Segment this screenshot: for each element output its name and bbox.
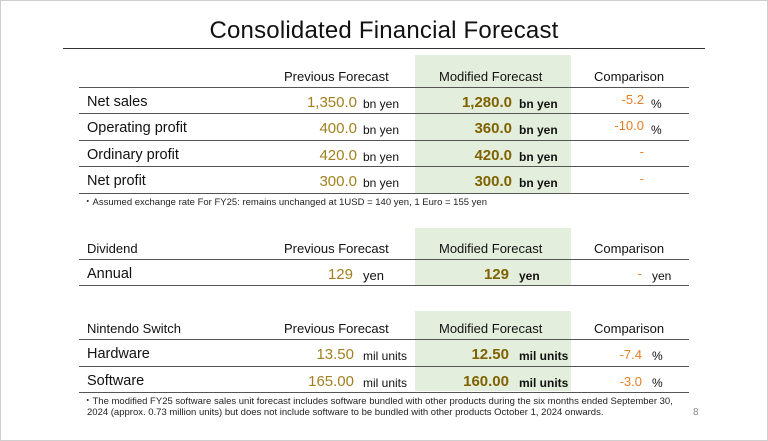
modified-value: 420.0	[474, 147, 512, 164]
modified-unit: bn yen	[519, 123, 558, 137]
row-label-software: Software	[87, 373, 145, 389]
row-label-net-profit: Net profit	[87, 173, 146, 189]
header-modified-forecast: Modified Forecast	[439, 321, 543, 336]
previous-unit: bn yen	[363, 97, 400, 111]
modified-unit: bn yen	[519, 176, 558, 190]
modified-unit: bn yen	[519, 97, 558, 111]
previous-unit: bn yen	[363, 176, 400, 190]
previous-value: 129	[327, 266, 353, 283]
previous-unit: bn yen	[363, 150, 400, 164]
header-nintendo-switch: Nintendo Switch	[87, 321, 181, 336]
modified-value: 129	[483, 266, 509, 283]
comparison-value: -	[639, 171, 644, 186]
header-dividend: Dividend	[87, 241, 138, 256]
row-divider	[79, 87, 689, 88]
modified-value: 160.00	[463, 373, 509, 390]
row-label-operating-profit: Operating profit	[87, 120, 187, 136]
comparison-unit: yen	[652, 269, 672, 283]
modified-value: 12.50	[471, 346, 509, 363]
modified-value: 360.0	[474, 120, 512, 137]
modified-unit: mil units	[519, 376, 569, 390]
software-note-line-1: ・The modified FY25 software sales unit f…	[83, 396, 673, 407]
exchange-rate-note: ・Assumed exchange rate For FY25: remains…	[83, 197, 487, 208]
modified-value: 300.0	[474, 173, 512, 190]
header-previous-forecast: Previous Forecast	[284, 69, 389, 84]
comparison-value: -	[639, 144, 644, 159]
modified-unit: bn yen	[519, 150, 558, 164]
header-previous-forecast: Previous Forecast	[284, 241, 389, 256]
previous-value: 300.0	[319, 173, 357, 190]
row-label-ordinary-profit: Ordinary profit	[87, 147, 179, 163]
page-number: 8	[693, 407, 699, 418]
previous-value: 1,350.0	[306, 94, 357, 111]
comparison-value: -7.4	[619, 347, 642, 362]
comparison-value: -10.0	[614, 118, 644, 133]
comparison-unit: %	[651, 123, 662, 137]
previous-unit: bn yen	[363, 123, 400, 137]
header-comparison: Comparison	[594, 321, 665, 336]
row-divider	[79, 366, 689, 367]
software-note-line-2: 2024 (approx. 0.73 million units) but do…	[87, 407, 604, 418]
previous-value: 13.50	[316, 346, 354, 363]
row-divider	[79, 193, 689, 194]
row-divider	[79, 285, 689, 286]
row-divider	[79, 140, 689, 141]
row-label-annual: Annual	[87, 266, 133, 282]
previous-unit: mil units	[363, 349, 408, 363]
previous-value: 420.0	[319, 147, 357, 164]
comparison-unit: %	[652, 376, 663, 390]
row-label-hardware: Hardware	[87, 346, 150, 362]
row-divider	[79, 166, 689, 167]
title-divider	[63, 48, 705, 49]
comparison-value: -3.0	[619, 374, 642, 389]
comparison-unit: %	[651, 97, 662, 111]
header-previous-forecast: Previous Forecast	[284, 321, 389, 336]
modified-unit: yen	[519, 269, 540, 283]
header-comparison: Comparison	[594, 69, 665, 84]
modified-column-bg-dividend	[415, 228, 571, 285]
header-comparison: Comparison	[594, 241, 665, 256]
previous-unit: mil units	[363, 376, 408, 390]
row-divider	[79, 339, 689, 340]
modified-value: 1,280.0	[461, 94, 512, 111]
comparison-value: -5.2	[621, 92, 644, 107]
modified-column-bg-switch	[415, 311, 571, 391]
comparison-unit: %	[652, 349, 663, 363]
modified-unit: mil units	[519, 349, 569, 363]
previous-value: 400.0	[319, 120, 357, 137]
row-divider	[79, 259, 689, 260]
row-divider	[79, 392, 689, 393]
comparison-value: -	[637, 266, 642, 281]
header-modified-forecast: Modified Forecast	[439, 241, 543, 256]
row-label-net-sales: Net sales	[87, 94, 148, 110]
modified-column-bg-financial	[415, 55, 571, 193]
header-modified-forecast: Modified Forecast	[439, 69, 543, 84]
page-title: Consolidated Financial Forecast	[209, 17, 559, 44]
previous-unit: yen	[363, 268, 384, 283]
previous-value: 165.00	[308, 373, 354, 390]
row-divider	[79, 113, 689, 114]
